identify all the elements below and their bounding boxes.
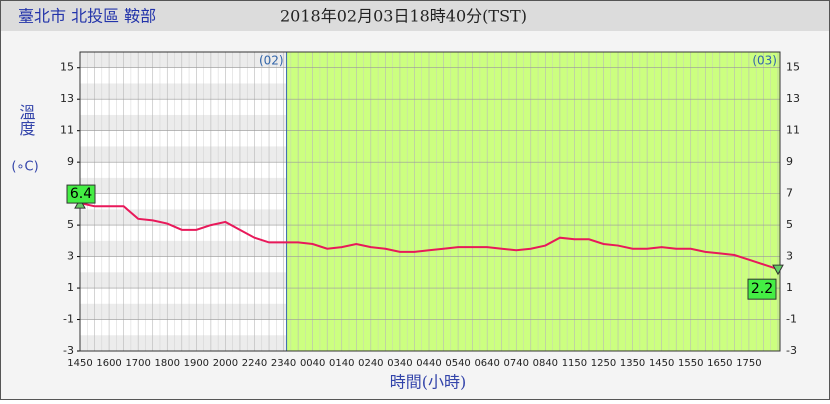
y-tick-label-right: 3 bbox=[786, 250, 793, 263]
x-tick-label: 1350 bbox=[620, 358, 645, 369]
grid-band bbox=[80, 335, 287, 351]
y-axis-title: 溫度 bbox=[17, 104, 36, 136]
x-tick-label: 0540 bbox=[445, 358, 470, 369]
grid-band bbox=[80, 177, 287, 194]
y-tick-label: -1 bbox=[63, 313, 74, 326]
temperature-line bbox=[79, 202, 779, 271]
grid-band bbox=[80, 303, 287, 320]
x-tick-label: 1250 bbox=[591, 358, 616, 369]
y-tick-label: 5 bbox=[67, 218, 74, 231]
x-tick-label: 1700 bbox=[125, 358, 150, 369]
value-box bbox=[66, 184, 96, 204]
value-label: 6.4 bbox=[70, 186, 92, 202]
grid-band bbox=[80, 52, 287, 68]
header bbox=[1, 1, 829, 31]
grid-band bbox=[80, 240, 287, 257]
x-tick-label: 0240 bbox=[358, 358, 383, 369]
x-tick-label: 1450 bbox=[67, 358, 92, 369]
y-tick-label-right: 13 bbox=[786, 92, 800, 105]
x-tick-label: 2000 bbox=[213, 358, 238, 369]
grid-band bbox=[80, 114, 287, 131]
x-tick-label: 0140 bbox=[329, 358, 354, 369]
timestamp: 2018年02月03日18時40分(TST) bbox=[280, 7, 527, 26]
x-tick-label: 1800 bbox=[155, 358, 180, 369]
x-tick-label: 1750 bbox=[736, 358, 761, 369]
x-tick-label: 2340 bbox=[271, 358, 296, 369]
grid-band bbox=[80, 209, 287, 226]
x-tick-label: 0340 bbox=[387, 358, 412, 369]
x-tick-label: 2240 bbox=[242, 358, 267, 369]
day-label: (03) bbox=[752, 54, 777, 68]
value-label: 2.2 bbox=[751, 281, 773, 297]
y-tick-label: 15 bbox=[60, 61, 74, 74]
y-tick-label-right: -1 bbox=[786, 313, 797, 326]
x-tick-label: 1600 bbox=[96, 358, 121, 369]
x-tick-label: 1450 bbox=[649, 358, 674, 369]
grid-band bbox=[80, 272, 287, 289]
y-tick-label-right: 5 bbox=[786, 218, 793, 231]
y-tick-label: 13 bbox=[60, 92, 74, 105]
x-tick-label: 0840 bbox=[533, 358, 558, 369]
min-marker bbox=[74, 198, 86, 209]
y-tick-label: -3 bbox=[63, 344, 74, 357]
x-tick-label: 1650 bbox=[707, 358, 732, 369]
y-axis-unit: (∘C) bbox=[11, 160, 38, 175]
y-tick-label-right: 9 bbox=[786, 155, 793, 168]
x-axis-title: 時間(小時) bbox=[390, 373, 467, 392]
x-tick-label: 0740 bbox=[504, 358, 529, 369]
x-tick-label: 0040 bbox=[300, 358, 325, 369]
y-tick-label-right: 11 bbox=[786, 124, 800, 137]
x-tick-label: 1150 bbox=[562, 358, 587, 369]
x-tick-label: 1550 bbox=[678, 358, 703, 369]
station-title: 臺北市 北投區 鞍部 bbox=[18, 7, 156, 26]
x-tick-label: 0640 bbox=[474, 358, 499, 369]
y-tick-label: 11 bbox=[60, 124, 74, 137]
y-tick-label-right: -3 bbox=[786, 344, 797, 357]
grid-band bbox=[80, 83, 287, 100]
day-region bbox=[286, 52, 780, 351]
y-tick-label: 3 bbox=[67, 250, 74, 263]
value-box bbox=[747, 278, 777, 300]
y-tick-label-right: 15 bbox=[786, 61, 800, 74]
y-tick-label-right: 7 bbox=[786, 187, 793, 200]
y-tick-label: 1 bbox=[67, 281, 74, 294]
grid-band bbox=[80, 146, 287, 163]
y-tick-label-right: 1 bbox=[786, 281, 793, 294]
y-tick-label: 9 bbox=[67, 155, 74, 168]
day-label: (02) bbox=[259, 54, 284, 68]
x-tick-label: 1900 bbox=[184, 358, 209, 369]
max-marker bbox=[772, 264, 784, 276]
x-tick-label: 0440 bbox=[416, 358, 441, 369]
